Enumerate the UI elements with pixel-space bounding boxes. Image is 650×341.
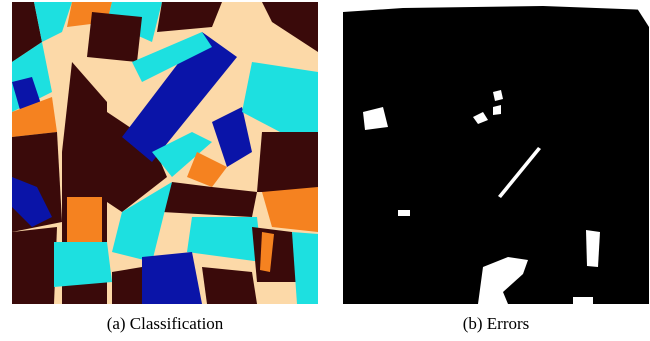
caption: (a) Classification xyxy=(12,314,318,334)
caption: (b) Errors xyxy=(343,314,649,334)
page: {"figure": {"panels": [{"caption": "(a) … xyxy=(0,0,650,341)
error-map xyxy=(343,2,649,304)
classification-map xyxy=(12,2,318,304)
